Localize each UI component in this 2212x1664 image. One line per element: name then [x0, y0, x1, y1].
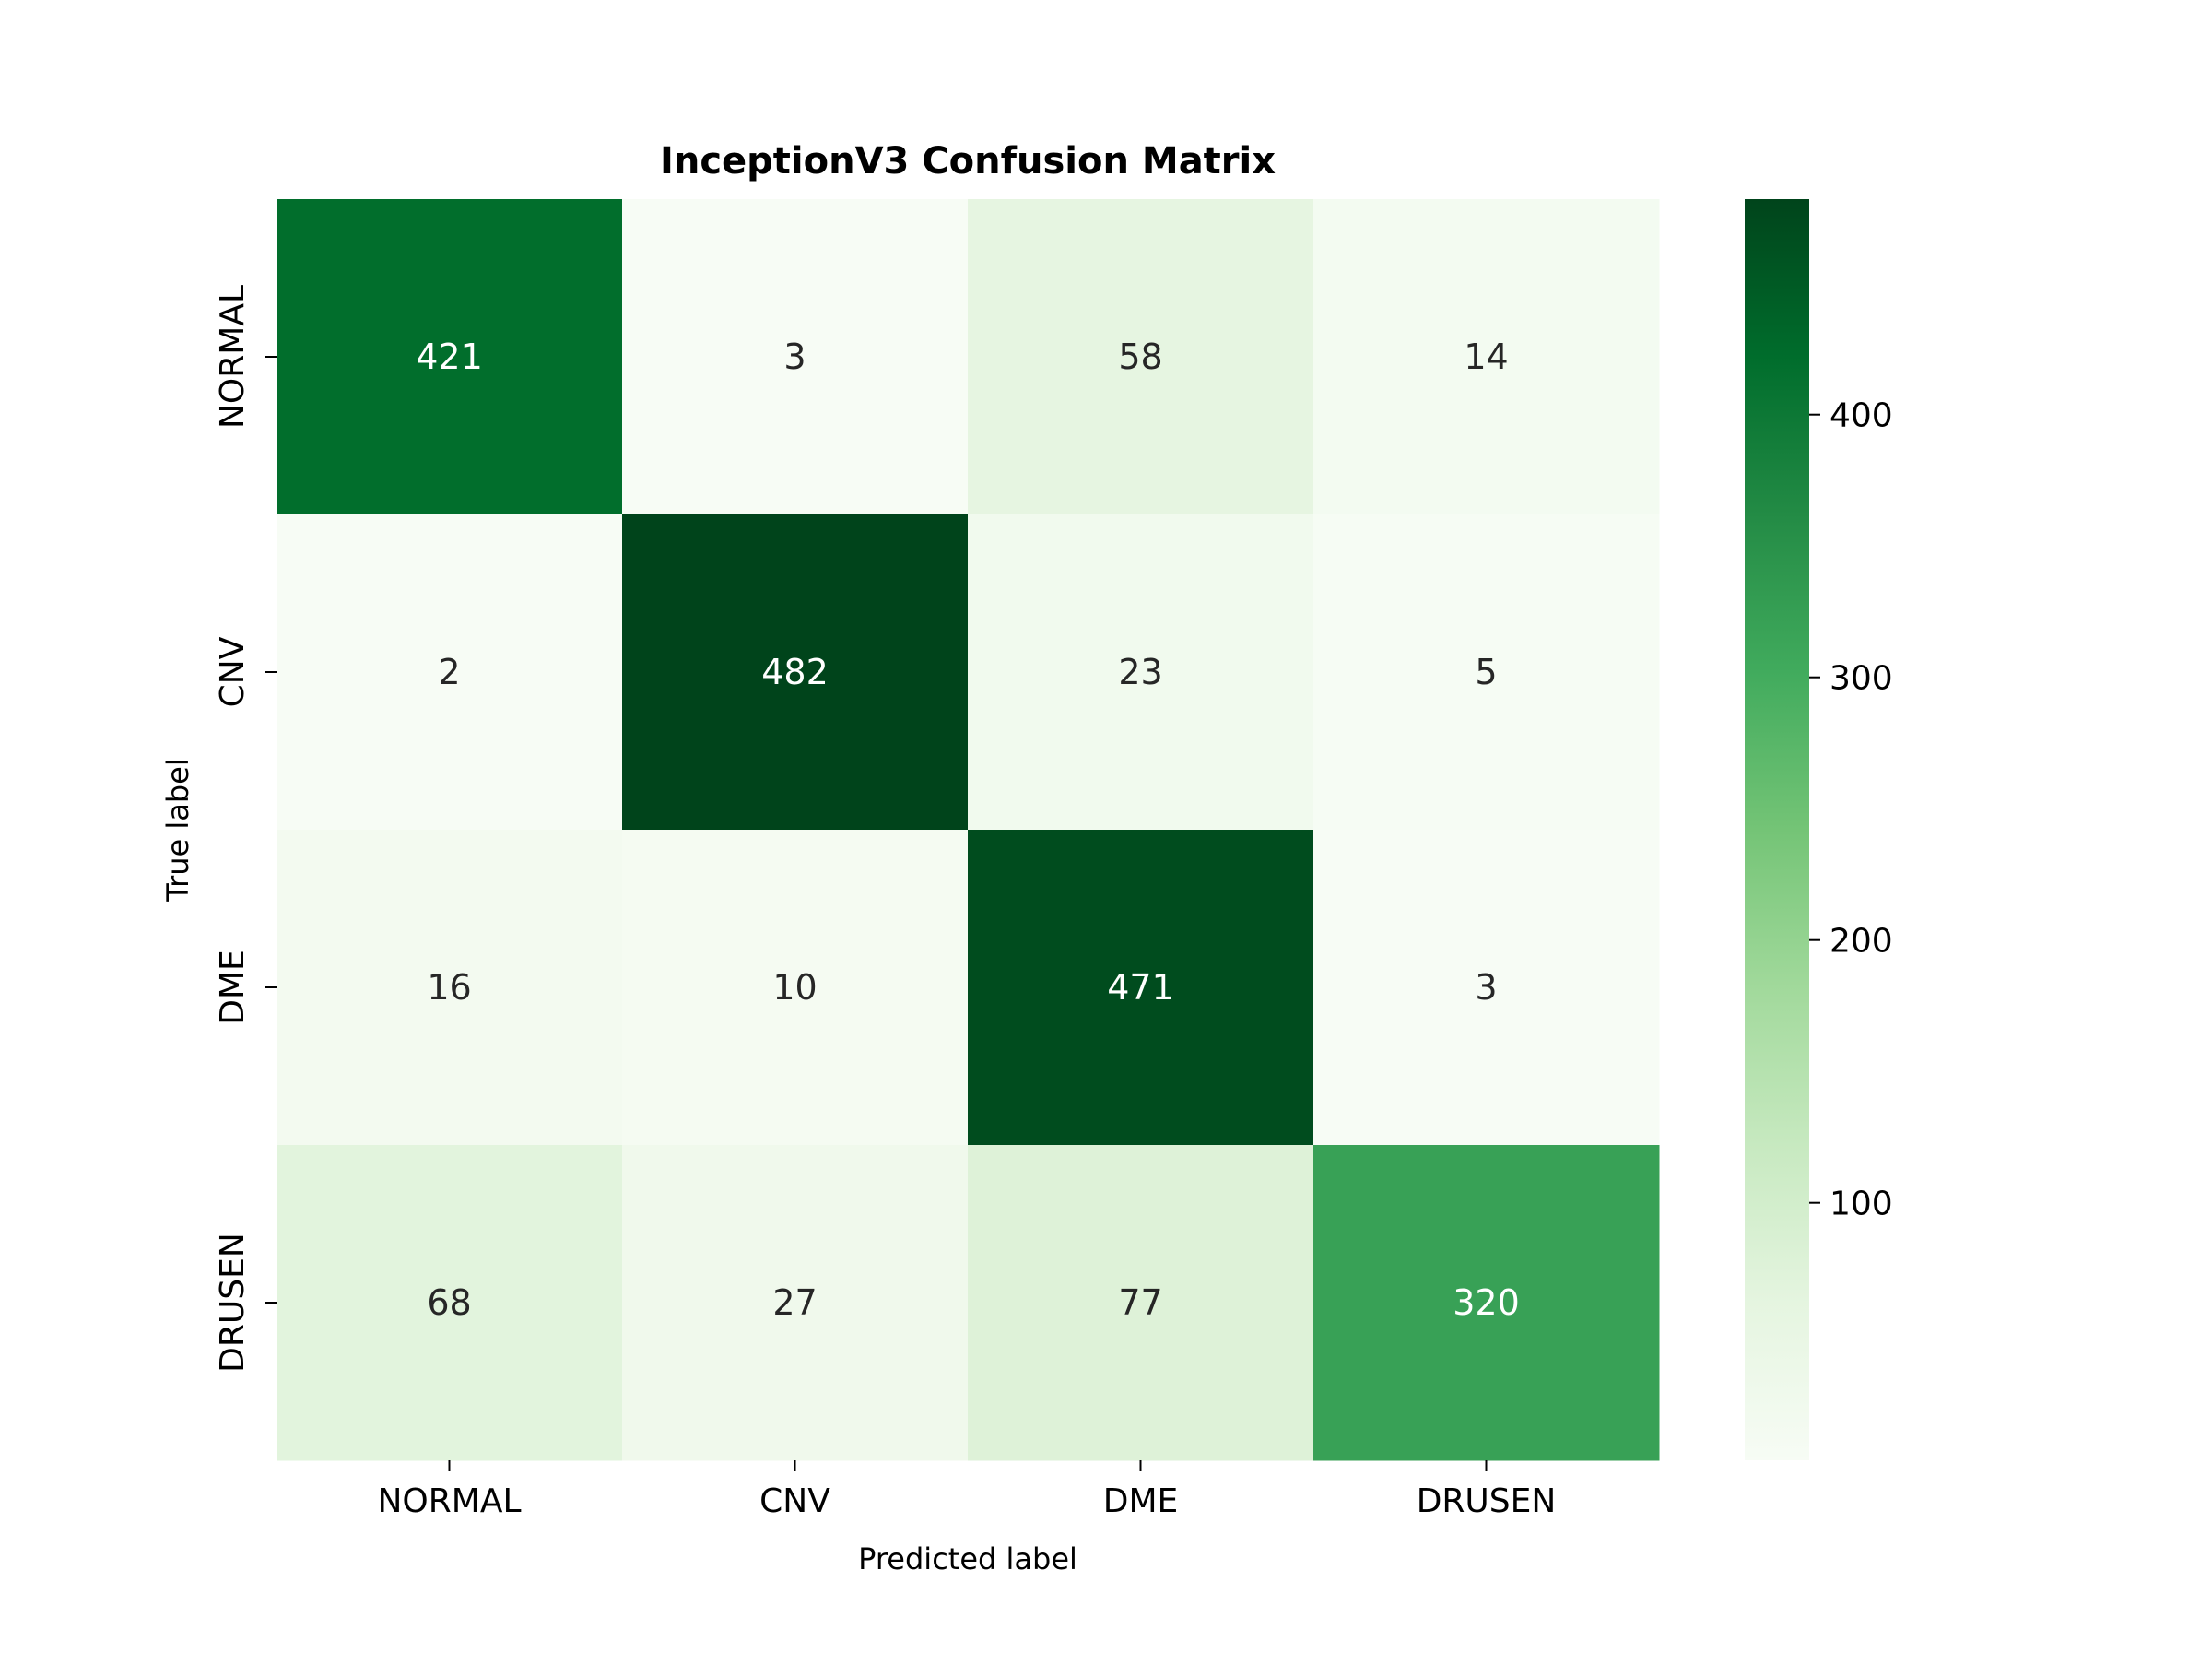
cell-value-label: 23: [1118, 652, 1162, 692]
heatmap-cell-drusen-drusen: [1313, 1145, 1660, 1461]
cell-value-label: 3: [1475, 967, 1497, 1008]
cell-value-label: 5: [1475, 652, 1497, 692]
heatmap-cell-dme-normal: [276, 830, 623, 1146]
x-axis-label: Predicted label: [858, 1541, 1077, 1576]
heatmap-cell-normal-drusen: [1313, 199, 1660, 515]
heatmap-cell-normal-cnv: [622, 199, 969, 515]
chart-title: InceptionV3 Confusion Matrix: [660, 140, 1276, 183]
colorbar: 100 200 300 400: [1745, 199, 1893, 1460]
y-tick-label: NORMAL: [214, 285, 252, 429]
heatmap-cell-cnv-cnv: [622, 514, 969, 831]
cell-value-label: 3: [783, 336, 806, 377]
heatmap-cell-normal-dme: [968, 199, 1314, 515]
y-axis: NORMAL CNV DME DRUSEN: [214, 285, 276, 1373]
cell-value-label: 16: [427, 967, 471, 1008]
x-tick-label: DME: [1103, 1482, 1179, 1520]
heatmap-cell-dme-cnv: [622, 830, 969, 1146]
colorbar-tick-label: 400: [1830, 397, 1893, 435]
cell-value-label: 320: [1453, 1282, 1520, 1323]
heatmap-cell-cnv-drusen: [1313, 514, 1660, 831]
x-tick-label: CNV: [759, 1482, 830, 1520]
heatmap-cell-drusen-normal: [276, 1145, 623, 1461]
cell-value-label: 482: [761, 652, 829, 692]
x-tick-label: NORMAL: [377, 1482, 521, 1520]
heatmap-cell-normal-normal: [276, 199, 623, 515]
heatmap-cell-dme-dme: [968, 830, 1314, 1146]
cell-value-label: 58: [1118, 336, 1162, 377]
colorbar-gradient: [1745, 199, 1809, 1460]
cell-value-label: 2: [438, 652, 460, 692]
colorbar-tick-label: 300: [1830, 660, 1893, 698]
heatmap-cells: [276, 199, 1660, 1461]
heatmap-cell-drusen-cnv: [622, 1145, 969, 1461]
cell-value-label: 27: [772, 1282, 817, 1323]
y-tick-label: DME: [214, 950, 252, 1025]
cell-value-label: 421: [416, 336, 483, 377]
cell-value-label: 77: [1118, 1282, 1162, 1323]
colorbar-tick-label: 200: [1830, 923, 1893, 961]
cell-value-label: 10: [772, 967, 817, 1008]
y-axis-label: True label: [160, 758, 195, 903]
heatmap-cell-cnv-normal: [276, 514, 623, 831]
cell-value-label: 14: [1464, 336, 1508, 377]
colorbar-tick-label: 100: [1830, 1186, 1893, 1223]
cell-value-label: 471: [1107, 967, 1174, 1008]
heatmap-cell-drusen-dme: [968, 1145, 1314, 1461]
cell-value-label: 68: [427, 1282, 471, 1323]
heatmap-cell-cnv-dme: [968, 514, 1314, 831]
cell-value-labels: 421 3 58 14 2 482 23 5 16 10 471 3 68 27 77 320: [416, 336, 1520, 1323]
x-tick-label: DRUSEN: [1417, 1482, 1557, 1520]
y-tick-label: DRUSEN: [214, 1233, 252, 1373]
heatmap-cell-dme-drusen: [1313, 830, 1660, 1146]
x-axis: NORMAL CNV DME DRUSEN: [377, 1460, 1556, 1520]
y-tick-label: CNV: [214, 636, 252, 707]
